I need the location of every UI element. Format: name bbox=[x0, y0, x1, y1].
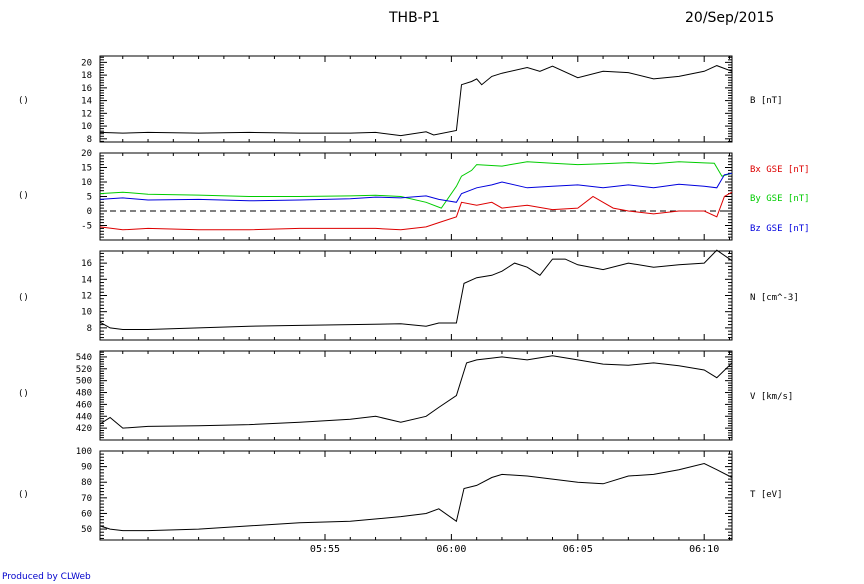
y-tick-label: 100 bbox=[76, 447, 92, 457]
y-tick-label: 10 bbox=[81, 308, 92, 318]
y-tick-label: 8 bbox=[87, 135, 92, 145]
panel-side-label: () bbox=[18, 490, 29, 500]
panel-5-frame bbox=[99, 450, 733, 541]
x-tick-label: 06:10 bbox=[689, 544, 719, 555]
y-tick-label: 540 bbox=[76, 353, 92, 363]
series-line-bx-gse-nt- bbox=[99, 191, 733, 231]
y-tick-label: 12 bbox=[81, 292, 92, 302]
y-tick-label: 440 bbox=[76, 412, 92, 422]
series-label: N [cm^-3] bbox=[750, 293, 799, 303]
plot-title: THB-P1 bbox=[389, 10, 441, 26]
y-tick-label: 16 bbox=[81, 84, 92, 94]
y-tick-label: 90 bbox=[81, 463, 92, 473]
series-line-v-km-s- bbox=[99, 355, 733, 429]
y-tick-label: -5 bbox=[81, 222, 92, 232]
series-label: By GSE [nT] bbox=[750, 194, 810, 204]
y-tick-label: 480 bbox=[76, 389, 92, 399]
y-tick-label: 16 bbox=[81, 259, 92, 269]
panel-4-frame bbox=[99, 350, 733, 441]
y-tick-label: 14 bbox=[81, 275, 92, 285]
y-tick-label: 14 bbox=[81, 97, 92, 107]
series-label: Bx GSE [nT] bbox=[750, 165, 810, 175]
series-label: T [eV] bbox=[750, 490, 783, 500]
series-line-b-nt- bbox=[99, 65, 733, 137]
series-line-by-gse-nt- bbox=[99, 161, 733, 209]
y-tick-label: 0 bbox=[87, 207, 92, 217]
y-tick-label: 60 bbox=[81, 509, 92, 519]
plot-date: 20/Sep/2015 bbox=[685, 10, 775, 26]
y-tick-label: 20 bbox=[81, 58, 92, 68]
y-tick-label: 50 bbox=[81, 525, 92, 535]
series-line-t-ev- bbox=[99, 462, 733, 532]
series-label: B [nT] bbox=[750, 96, 783, 106]
y-tick-label: 8 bbox=[87, 324, 92, 334]
series-line-n-cm-3- bbox=[99, 249, 733, 330]
panel-1-frame bbox=[99, 55, 733, 143]
y-tick-label: 10 bbox=[81, 178, 92, 188]
y-tick-label: 420 bbox=[76, 424, 92, 434]
panel-side-label: () bbox=[18, 389, 29, 399]
y-tick-label: 80 bbox=[81, 478, 92, 488]
y-tick-label: 20 bbox=[81, 149, 92, 159]
series-label: V [km/s] bbox=[750, 392, 793, 402]
y-tick-label: 460 bbox=[76, 400, 92, 410]
y-tick-label: 18 bbox=[81, 71, 92, 81]
x-tick-label: 06:00 bbox=[436, 544, 466, 555]
y-tick-label: 15 bbox=[81, 164, 92, 174]
series-label: Bz GSE [nT] bbox=[750, 224, 810, 234]
producer-credit: Produced by CLWeb bbox=[2, 572, 91, 582]
panel-side-label: () bbox=[18, 96, 29, 106]
series-line-bz-gse-nt- bbox=[99, 172, 733, 203]
y-tick-label: 500 bbox=[76, 377, 92, 387]
x-tick-label: 05:55 bbox=[310, 544, 340, 555]
x-tick-label: 06:05 bbox=[563, 544, 593, 555]
y-tick-label: 520 bbox=[76, 365, 92, 375]
panel-side-label: () bbox=[18, 191, 29, 201]
y-tick-label: 5 bbox=[87, 193, 92, 203]
y-tick-label: 12 bbox=[81, 109, 92, 119]
panel-side-label: () bbox=[18, 293, 29, 303]
y-tick-label: 70 bbox=[81, 494, 92, 504]
y-tick-label: 10 bbox=[81, 122, 92, 132]
